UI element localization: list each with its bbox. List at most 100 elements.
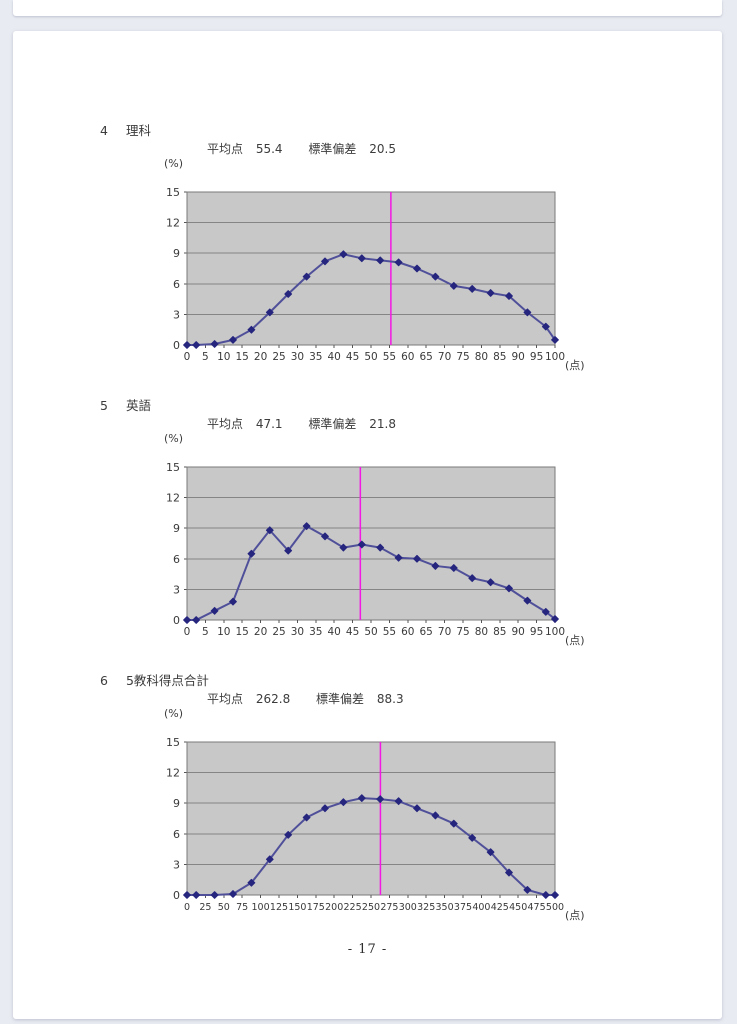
- mean-value: 262.8: [255, 692, 291, 706]
- svg-text:9: 9: [173, 522, 180, 535]
- section-heading: 6 5教科得点合計: [100, 670, 209, 689]
- svg-text:60: 60: [401, 351, 414, 363]
- svg-text:450: 450: [509, 902, 527, 913]
- svg-text:70: 70: [438, 626, 451, 638]
- svg-text:225: 225: [344, 902, 362, 913]
- section-science: 4 理科 平均点 55.4 標準偏差 20.5 (%) 0 3 6 9 12 15 0 5 10…: [13, 120, 722, 396]
- svg-text:30: 30: [291, 351, 304, 363]
- section-statistics: 平均点 262.8 標準偏差 88.3: [207, 690, 404, 707]
- svg-text:45: 45: [346, 626, 359, 638]
- section-number: 6: [100, 673, 108, 688]
- svg-text:50: 50: [364, 351, 377, 363]
- svg-text:(点): (点): [565, 909, 585, 922]
- svg-text:100: 100: [252, 902, 270, 913]
- svg-text:0: 0: [173, 339, 180, 352]
- svg-text:0: 0: [173, 614, 180, 627]
- svg-text:15: 15: [236, 626, 249, 638]
- svg-text:75: 75: [456, 626, 469, 638]
- svg-text:350: 350: [436, 902, 454, 913]
- svg-text:(点): (点): [565, 634, 585, 647]
- svg-text:40: 40: [328, 351, 341, 363]
- section-title: 英語: [125, 398, 151, 413]
- svg-text:150: 150: [288, 902, 306, 913]
- svg-text:9: 9: [173, 247, 180, 260]
- svg-text:10: 10: [217, 351, 230, 363]
- svg-text:40: 40: [328, 626, 341, 638]
- section-number: 5: [100, 398, 108, 413]
- svg-text:12: 12: [166, 492, 180, 505]
- svg-text:65: 65: [420, 351, 433, 363]
- std-dev-label: 標準偏差: [308, 142, 357, 156]
- svg-text:3: 3: [173, 583, 180, 596]
- svg-text:90: 90: [512, 351, 525, 363]
- svg-text:75: 75: [236, 902, 248, 913]
- svg-text:475: 475: [528, 902, 546, 913]
- section-five-subject-total: 6 5教科得点合計 平均点 262.8 標準偏差 88.3 (%) 0 3 6 9 12…: [13, 670, 722, 946]
- mean-value: 47.1: [255, 417, 283, 431]
- svg-text:12: 12: [166, 217, 180, 230]
- svg-text:275: 275: [380, 902, 398, 913]
- svg-text:3: 3: [173, 308, 180, 321]
- svg-text:375: 375: [454, 902, 472, 913]
- section-heading: 5 英語: [100, 395, 151, 414]
- svg-text:5: 5: [202, 351, 209, 363]
- svg-text:250: 250: [362, 902, 380, 913]
- svg-text:95: 95: [530, 351, 543, 363]
- svg-text:55: 55: [383, 351, 396, 363]
- section-statistics: 平均点 47.1 標準偏差 21.8: [207, 415, 396, 432]
- svg-text:12: 12: [166, 767, 180, 780]
- svg-text:70: 70: [438, 351, 451, 363]
- section-heading: 4 理科: [100, 120, 151, 139]
- svg-text:45: 45: [346, 351, 359, 363]
- section-english: 5 英語 平均点 47.1 標準偏差 21.8 (%) 0 3 6 9 12 15 0 5 10…: [13, 395, 722, 671]
- svg-text:10: 10: [217, 626, 230, 638]
- section-title: 5教科得点合計: [125, 673, 209, 688]
- y-axis-unit-label: (%): [164, 707, 184, 720]
- svg-text:300: 300: [399, 902, 417, 913]
- document-page: 4 理科 平均点 55.4 標準偏差 20.5 (%) 0 3 6 9 12 15 0 5 10…: [13, 31, 722, 1019]
- svg-text:(点): (点): [565, 359, 585, 372]
- mean-label: 平均点: [207, 417, 244, 431]
- svg-text:425: 425: [491, 902, 509, 913]
- mean-label: 平均点: [207, 692, 244, 706]
- svg-text:25: 25: [272, 351, 285, 363]
- previous-page-bottom-edge: [13, 0, 722, 16]
- svg-text:6: 6: [173, 828, 180, 841]
- svg-text:55: 55: [383, 626, 396, 638]
- svg-text:85: 85: [493, 626, 506, 638]
- std-dev-label: 標準偏差: [308, 417, 357, 431]
- svg-text:175: 175: [307, 902, 325, 913]
- svg-text:400: 400: [472, 902, 490, 913]
- svg-text:200: 200: [325, 902, 343, 913]
- svg-text:0: 0: [173, 889, 180, 902]
- svg-text:6: 6: [173, 278, 180, 291]
- svg-text:3: 3: [173, 858, 180, 871]
- svg-text:0: 0: [184, 902, 190, 913]
- section-title: 理科: [125, 123, 151, 138]
- svg-text:0: 0: [184, 351, 191, 363]
- std-dev-value: 20.5: [369, 142, 396, 156]
- section-statistics: 平均点 55.4 標準偏差 20.5: [207, 140, 396, 157]
- svg-text:100: 100: [545, 351, 565, 363]
- svg-text:25: 25: [272, 626, 285, 638]
- svg-text:15: 15: [166, 186, 180, 199]
- mean-value: 55.4: [255, 142, 283, 156]
- svg-text:20: 20: [254, 626, 267, 638]
- svg-text:65: 65: [420, 626, 433, 638]
- svg-text:5: 5: [202, 626, 209, 638]
- svg-text:90: 90: [512, 626, 525, 638]
- svg-text:80: 80: [475, 351, 488, 363]
- svg-text:95: 95: [530, 626, 543, 638]
- svg-text:35: 35: [309, 351, 322, 363]
- y-axis-unit-label: (%): [164, 432, 184, 445]
- svg-text:50: 50: [218, 902, 230, 913]
- svg-text:35: 35: [309, 626, 322, 638]
- svg-text:100: 100: [545, 626, 565, 638]
- mean-label: 平均点: [207, 142, 244, 156]
- std-dev-label: 標準偏差: [316, 692, 365, 706]
- svg-text:30: 30: [291, 626, 304, 638]
